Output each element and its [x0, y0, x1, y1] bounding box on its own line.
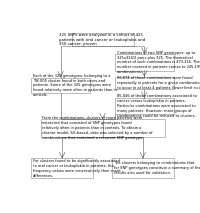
Bar: [115, 98, 174, 114]
Text: 325 SNPs were analyzed in a cohort of 425
patients with oral cancer or leukoplak: 325 SNPs were analyzed in a cohort of 42…: [59, 33, 146, 46]
Bar: [31, 78, 90, 93]
Text: From the combinations, clusters of more patterns were
extracted that consisted o: From the combinations, clusters of more …: [42, 116, 153, 140]
Text: Combinations of two SNP genotypes: up to
325x324/2 pairs plus 325. The theoretic: Combinations of two SNP genotypes: up to…: [117, 51, 200, 74]
Bar: [115, 54, 174, 71]
Bar: [31, 158, 93, 178]
Text: 85,046 of those combinations associated to
cancer versus leukoplakia in patients: 85,046 of those combinations associated …: [117, 94, 197, 118]
Text: The clusters belonging to combinations that
for SNP genotypes constitute a summa: The clusters belonging to combinations t…: [114, 161, 200, 175]
Bar: [115, 77, 174, 89]
Bar: [72, 33, 134, 46]
Text: For clusters found to be significantly associated
to oral cancer or leukoplakia : For clusters found to be significantly a…: [33, 159, 121, 178]
Text: 96,874 of those combinations were found
repeatedly in patients for a given combi: 96,874 of those combinations were found …: [117, 76, 200, 90]
Text: Each of the 325 genotypes, belonging to a
TW-005 cluster found in both cases and: Each of the 325 genotypes, belonging to …: [33, 74, 117, 97]
Bar: [40, 119, 164, 137]
Bar: [112, 158, 174, 178]
